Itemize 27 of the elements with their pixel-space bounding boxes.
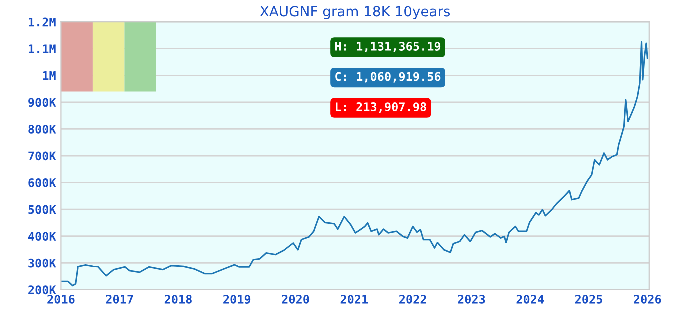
y-tick-label: 1.1M <box>28 44 56 54</box>
annotation: H: 1,131,365.19 <box>336 42 441 52</box>
chart-title: XAUGNF gram 18K 10years <box>260 6 450 20</box>
x-tick-label: 2020 <box>282 294 310 304</box>
annotation: C: 1,060,919.56 <box>336 72 441 83</box>
x-tick-label: 2026 <box>634 294 662 304</box>
x-tick-label: 2018 <box>164 294 192 304</box>
x-tick-label: 2016 <box>48 294 75 304</box>
annotation: L: 213,907.98 <box>336 102 426 113</box>
x-tick-label: 2022 <box>400 294 426 304</box>
x-tick-label: 2019 <box>224 294 251 304</box>
y-tick-label: 800K <box>28 124 56 134</box>
x-tick-label: 2023 <box>458 294 486 304</box>
y-tick-label: 300K <box>28 258 56 268</box>
y-tick-label: 600K <box>28 178 56 188</box>
line-series <box>61 41 648 287</box>
y-tick-label: 700K <box>28 152 56 161</box>
x-tick-label: 2024 <box>516 294 544 304</box>
x-tick-label: 2021 <box>340 294 368 304</box>
y-tick-label: 1.2M <box>28 18 56 27</box>
y-tick-label: 400K <box>28 232 56 242</box>
y-tick-label: 900K <box>28 98 56 108</box>
y-tick-label: 200K <box>28 286 56 295</box>
x-tick-label: 2025 <box>575 294 602 304</box>
x-tick-label: 2017 <box>106 294 134 304</box>
y-tick-label: 1M <box>43 72 56 80</box>
y-tick-label: 500K <box>28 205 56 214</box>
